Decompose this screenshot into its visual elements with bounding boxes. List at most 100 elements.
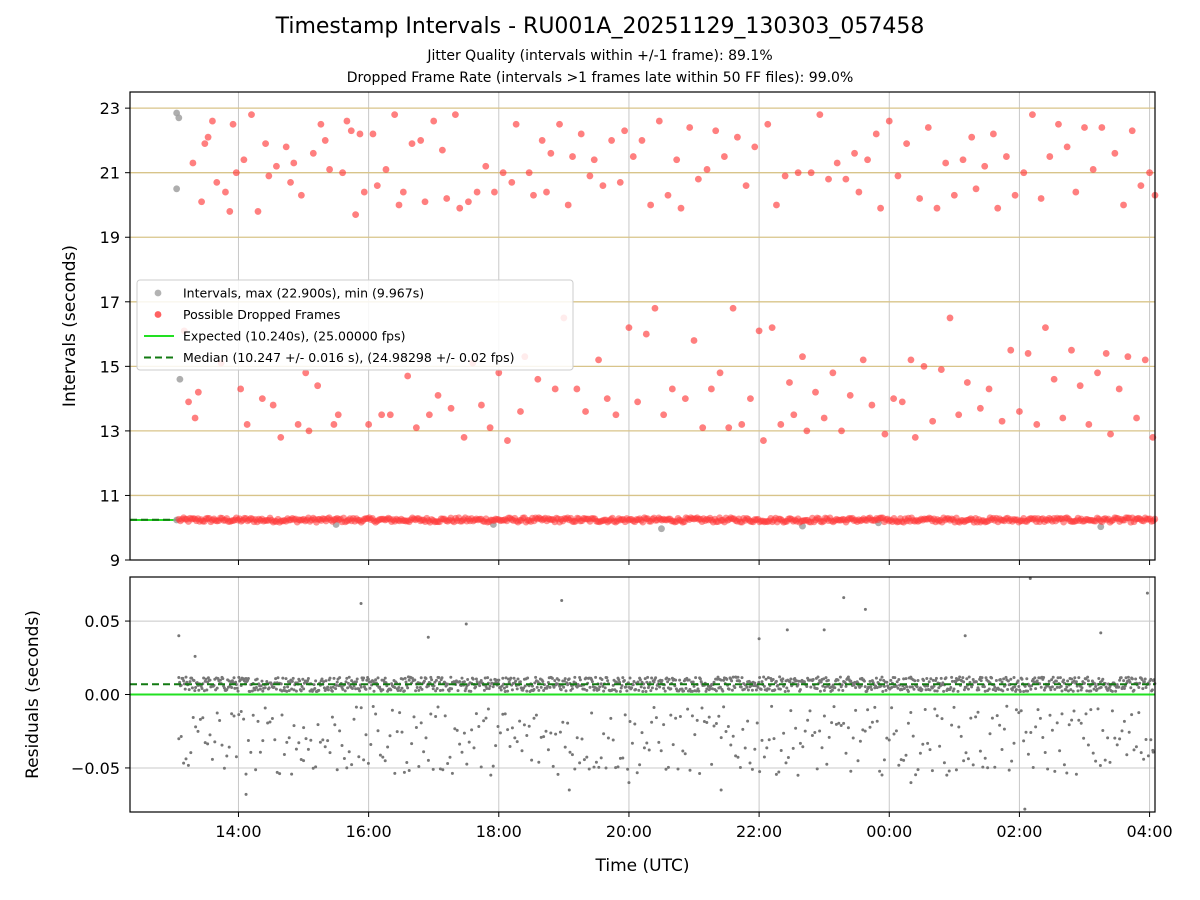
residual-point [388,734,392,738]
residual-point [535,685,539,689]
dropped-frame-point [282,143,290,151]
residual-point [184,757,188,761]
residual-point [718,685,722,689]
residual-point [969,716,973,720]
residual-point [911,734,915,738]
residual-point [961,676,965,680]
residual-point [1022,739,1026,743]
residual-point [854,686,858,690]
residual-point [558,684,562,688]
residual-point [491,685,495,689]
residual-point [1019,709,1023,713]
residual-point [928,688,932,692]
residual-point [334,683,338,687]
dropped-frame-point [937,366,945,373]
residual-point [827,735,831,739]
residual-point [258,687,262,691]
dropped-frame-point [294,421,302,428]
dropped-frame-point [265,172,273,180]
residual-point [242,717,246,721]
residual-point [1022,689,1026,693]
residual-point [237,675,241,679]
residual-point [462,731,466,735]
residual-point [813,730,817,734]
residual-point [878,678,882,682]
residual-point [456,689,460,693]
dropped-frame-point [512,120,520,128]
residual-point [731,675,735,679]
residual-point [682,689,686,693]
residual-point [798,688,802,692]
residual-point [274,687,278,691]
dropped-frame-point [404,372,412,380]
residual-point [1032,680,1036,684]
residual-point [501,676,505,680]
residual-point [837,721,841,725]
residual-point [930,769,934,773]
residual-point [962,759,966,763]
residual-point [780,679,784,683]
dropped-frame-point [950,191,958,199]
residual-point [311,766,315,770]
residual-point [910,685,914,689]
residual-point [815,687,819,691]
y-tick-label: 17 [100,293,120,312]
residual-point [1069,688,1073,692]
residual-point [1039,685,1043,689]
residual-point [826,678,830,682]
residual-point [971,763,975,767]
residual-point [846,726,850,730]
residual-point [332,676,336,680]
residual-point [1146,754,1150,758]
residual-point [934,676,938,680]
x-tick-label: 00:00 [866,822,912,841]
dropped-frame-point [451,111,459,118]
residual-point [793,677,797,681]
residual-point [577,684,581,688]
residual-point [696,687,700,691]
dropped-frame-point [447,404,455,412]
residual-point [1084,712,1088,716]
residual-point [753,681,757,685]
residual-point [724,729,728,733]
dropped-frame-point [334,411,342,419]
residual-point [863,729,867,733]
residual-point [994,689,998,693]
residual-point [400,686,404,690]
residual-point [825,762,829,766]
residual-point [1050,678,1054,682]
residual-point [578,678,582,682]
residual-point [558,730,562,734]
residual-point [698,677,702,681]
residual-point [537,760,541,764]
dropped-frame-point [258,395,266,403]
residual-point [417,688,421,692]
residual-point [534,675,538,679]
residual-point [1074,772,1078,776]
residual-point [611,683,615,687]
residual-point [926,741,930,745]
residual-point [801,745,805,749]
residual-point [1094,685,1098,689]
residual-point [509,676,513,680]
residual-point [1056,676,1060,680]
residual-point [626,767,630,771]
residual-point [184,675,188,679]
residual-point [424,676,428,680]
dropped-frame-point [664,191,672,199]
residual-point [338,729,342,733]
residual-point [501,712,505,716]
residual-point [869,685,873,689]
residual-point [1132,688,1136,692]
residual-point [275,770,279,774]
dropped-frame-point [985,385,993,393]
residual-point [1089,689,1093,693]
residual-point [1026,689,1030,693]
residual-point [465,762,469,766]
residual-point [210,757,214,761]
residual-point [663,689,667,693]
residual-point [652,680,656,684]
residual-point [225,688,229,692]
residual-point [278,772,282,776]
residual-point [250,689,254,693]
